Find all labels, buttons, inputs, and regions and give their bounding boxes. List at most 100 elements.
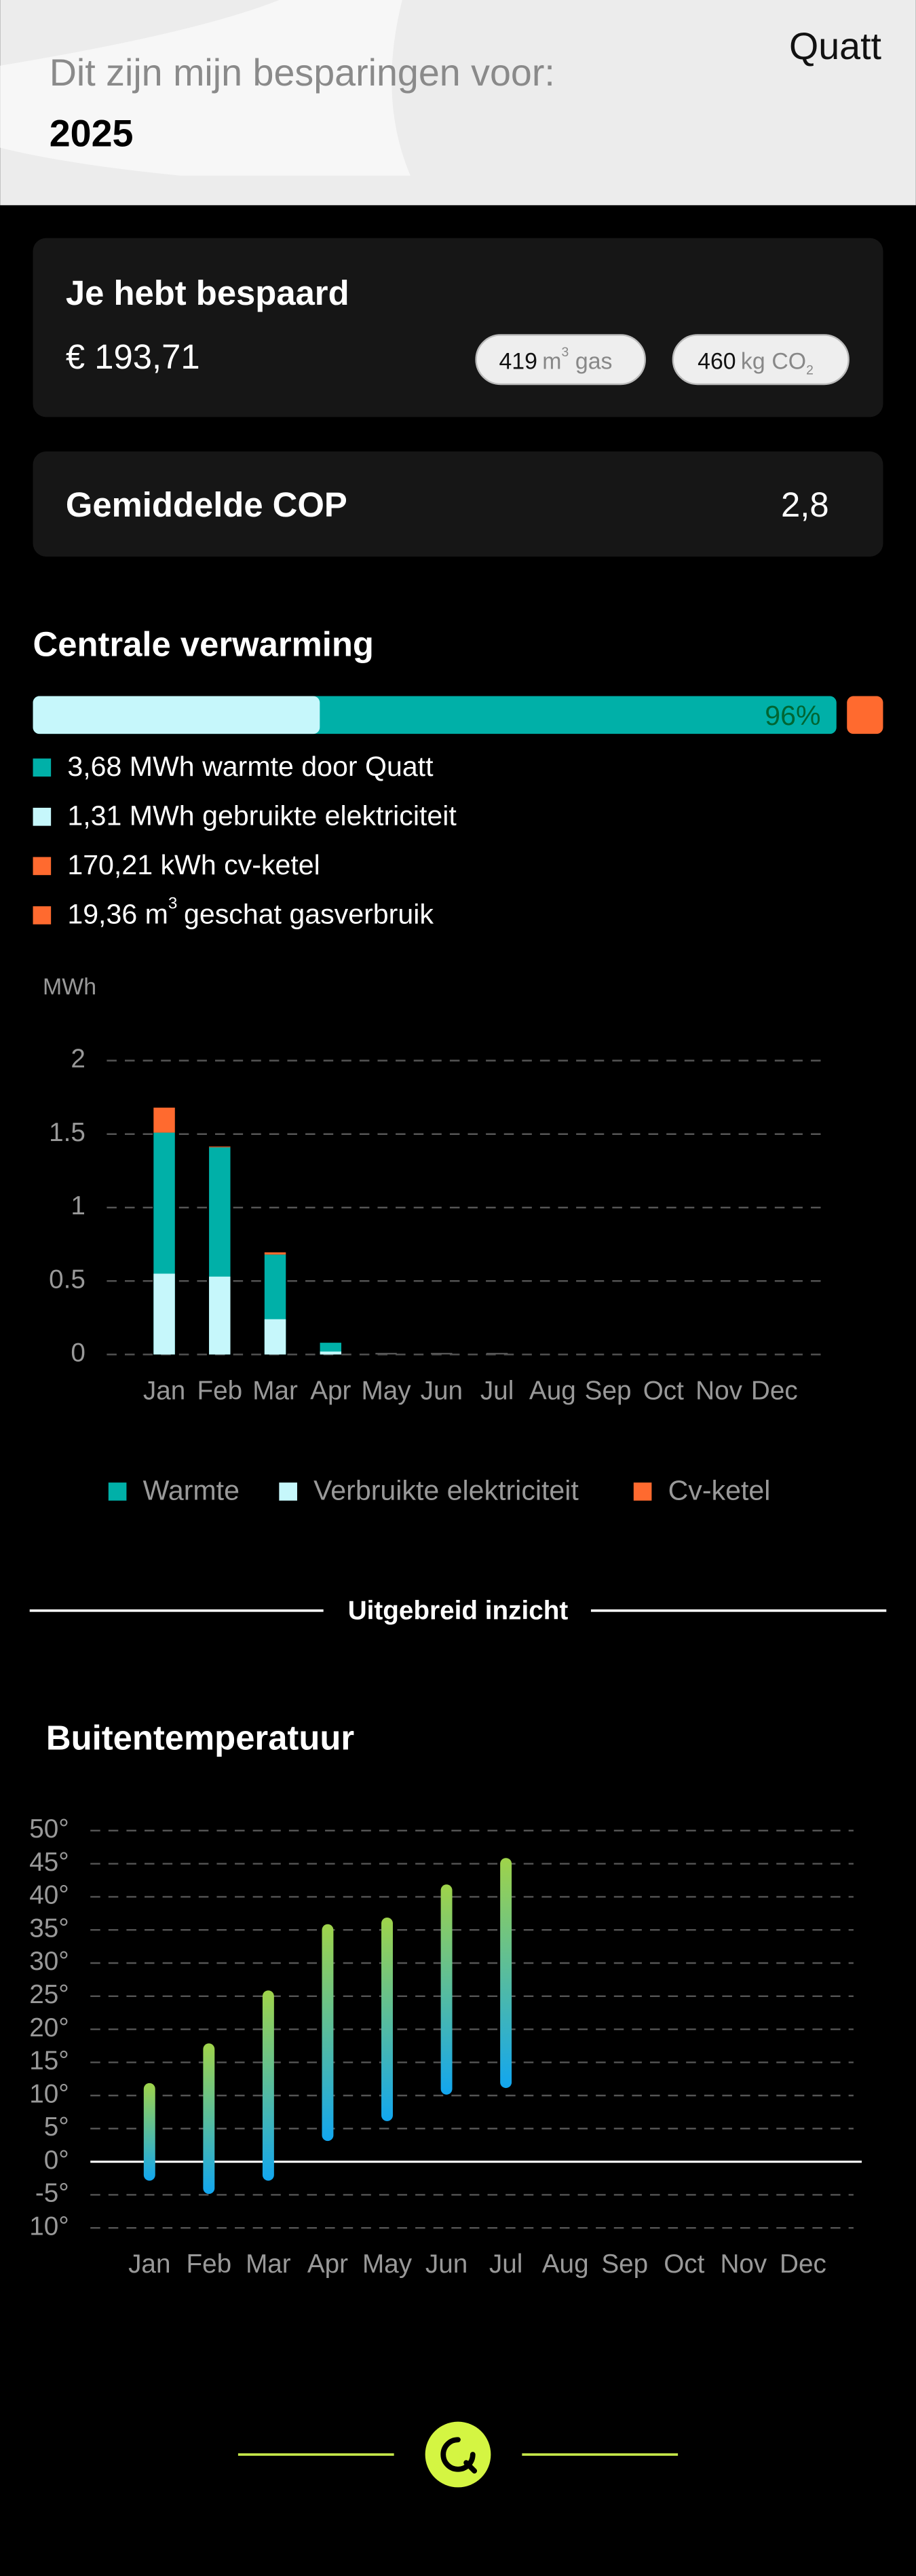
chart-energy: MWh 0 0.5 1 1.5 2 Jan Feb Mar Apr May Jun Jul Aug Sep O… [43,974,829,1506]
legend-text-part: 3,68 MWh warmte door Quatt [67,751,434,782]
x-tick-label: Oct [664,2250,704,2279]
x-tick-label: Jul [489,2250,522,2279]
legend-swatch [33,857,52,876]
y-tick-label: 20° [29,2013,69,2042]
legend-text: 1,31 MWh gebruikte elektriciteit [67,800,457,831]
y-axis-label: MWh [43,974,96,1000]
legend-label: Verbruikte elektriciteit [313,1474,579,1506]
cop-value: 2,8 [781,485,829,524]
x-tick-label: Sep [601,2250,648,2279]
gas-pill-text: 419 m3 gas [499,345,612,374]
range-bar [203,2043,215,2195]
x-tick-label: Jun [425,2250,467,2279]
x-tick-label: Mar [252,1376,298,1405]
share-bar-rest [847,696,883,734]
savings-title: Je hebt bespaard [66,274,349,312]
x-tick-label: May [362,1376,412,1405]
savings-amount: € 193,71 [66,337,200,376]
footer-logo[interactable] [425,2421,491,2488]
x-tick-label: Jul [480,1376,514,1405]
x-tick-label: Dec [751,1376,798,1405]
bar-electricity [153,1273,175,1355]
x-tick-label: Sep [585,1376,632,1405]
logo: Quatt [789,25,882,67]
gas-pill[interactable] [475,334,646,386]
x-tick-label: Feb [186,2250,231,2279]
x-tick-label: Apr [310,1376,351,1405]
header-title: Dit zijn mijn besparingen voor: [50,52,555,94]
y-tick-label: 40° [29,1881,69,1910]
bar-zero [375,1353,397,1355]
range-bar [500,1858,512,2089]
legend-sup: 3 [168,895,177,913]
legend-swatch [279,1482,297,1501]
y-tick-label: 15° [29,2047,69,2076]
legend-swatch [33,906,52,925]
legend-swatch [33,808,52,826]
y-tick-label: 1.5 [49,1118,85,1147]
y-tick-label: 10° [29,2211,69,2241]
section-title: Centrale verwarming [33,624,374,663]
x-tick-label: Mar [246,2250,291,2279]
header-swoosh [0,0,411,176]
y-tick-label: 30° [29,1947,69,1976]
bar-boiler [153,1107,175,1133]
y-tick-label: 25° [29,1980,69,2009]
x-tick-label: Oct [643,1376,684,1405]
bar-boiler [209,1146,231,1148]
y-tick-label: 2 [71,1045,85,1074]
range-bar [440,1884,453,2095]
x-tick-label: Dec [780,2250,826,2279]
bar-zero [486,1353,508,1355]
legend-label: Warmte [143,1474,240,1506]
y-tick-label: 0 [71,1339,85,1368]
legend-text-part: 19,36 m [67,899,168,930]
range-bar [322,1924,334,2142]
heating-bar: 96% 3,68 MWh warmte door Quatt 1,31 MWh ge… [33,696,883,930]
x-tick-label: Nov [720,2250,767,2279]
bar-electricity [264,1319,286,1355]
header-year: 2025 [50,112,134,154]
x-tick-label: Jan [143,1376,185,1405]
x-tick-label: Apr [307,2250,348,2279]
y-tick-label: 45° [29,1848,69,1877]
bar-electricity [320,1351,342,1355]
divider-text[interactable]: Uitgebreid inzicht [348,1596,569,1625]
x-tick-label: Jan [128,2250,170,2279]
legend-swatch [33,758,52,777]
bar-zero [431,1353,453,1355]
range-bar [381,1918,393,2121]
legend-text-part: 170,21 kWh cv-ketel [67,849,320,880]
y-tick-label: 5° [44,2112,69,2142]
x-tick-label: Aug [542,2250,589,2279]
savings-card [33,238,883,417]
legend-swatch [108,1482,127,1501]
chart-temperature: 50° 45° 40° 35° 30° 25° 20° 15° 10° 5° 0° -5° 10° Jan… [29,1814,862,2279]
legend-swatch [633,1482,652,1501]
x-tick-label: Feb [197,1376,242,1405]
bar-electricity [209,1276,231,1355]
y-tick-label: 0° [44,2146,69,2175]
share-label: 96% [765,700,820,731]
y-tick-label: 35° [29,1914,69,1943]
y-tick-label: -5° [35,2179,69,2208]
x-tick-label: Aug [529,1376,576,1405]
x-tick-label: May [362,2250,413,2279]
cop-card [33,451,883,557]
legend-text: 19,36 m3 geschat gasverbruik [67,895,434,929]
y-tick-label: 1 [71,1191,85,1220]
legend-text-part: 1,31 MWh gebruikte elektriciteit [67,800,457,831]
chart-title: Buitentemperatuur [46,1718,354,1757]
legend-label: Cv-ketel [668,1474,771,1506]
x-tick-label: Nov [695,1376,742,1405]
co2-pill-text: 460 kg CO2 [698,348,814,377]
co2-pill[interactable] [672,334,850,386]
legend-text-part: geschat gasverbruik [184,899,434,930]
y-tick-label: 10° [29,2079,69,2108]
legend-text: 3,68 MWh warmte door Quatt [67,751,434,782]
share-bar-electricity [33,696,320,734]
legend-text: 170,21 kWh cv-ketel [67,849,320,880]
bar-boiler [264,1252,286,1255]
y-tick-label: 0.5 [49,1265,85,1294]
